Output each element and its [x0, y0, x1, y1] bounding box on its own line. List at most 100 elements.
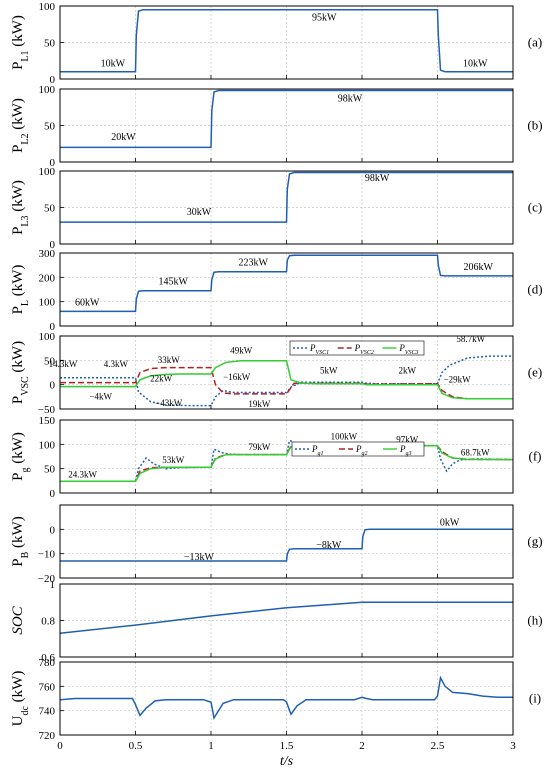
y-tick-label: −20: [38, 573, 56, 585]
y-axis-label: PL1 (kW): [10, 15, 31, 70]
data-label: 79kW: [248, 442, 271, 452]
x-tick-label: 1.5: [280, 740, 294, 752]
series-line-b-1: [60, 89, 513, 149]
data-label: 58.7kW: [456, 334, 485, 344]
data-label: 14.3kW: [49, 359, 78, 369]
panel-tag: (g): [527, 534, 542, 549]
y-tick-label: 50: [44, 38, 56, 50]
panel-tag: (f): [529, 449, 542, 464]
y-tick-label: 100: [39, 331, 56, 343]
data-label: 68.7kW: [461, 448, 490, 458]
x-tick-label: 0: [57, 740, 63, 752]
y-tick-label: 50: [44, 121, 56, 133]
panel-tag: (h): [527, 613, 542, 628]
y-tick-label: 100: [39, 1, 56, 13]
legend-box: [291, 441, 425, 457]
y-tick-label: 720: [39, 730, 56, 742]
y-tick-label: 780: [39, 657, 56, 669]
y-axis-label: Pg (kW): [10, 432, 31, 481]
legend-label: Pg1: [311, 444, 324, 457]
y-axis-label: PL2 (kW): [10, 98, 31, 153]
data-label: 2kW: [399, 365, 417, 375]
data-label: 24.3kW: [68, 469, 97, 479]
legend-label: Pg3: [399, 444, 412, 457]
y-tick-label: 50: [44, 355, 56, 367]
y-tick-label: 0: [50, 239, 56, 251]
series-line-e-2: [60, 366, 513, 400]
y-axis-label: Udc (kW): [10, 671, 31, 727]
y-tick-label: 0.8: [41, 616, 55, 628]
data-label: 98kW: [365, 173, 390, 184]
data-label: 4.3kW: [104, 359, 129, 369]
panel-tag: (c): [528, 200, 542, 215]
y-tick-label: 50: [44, 203, 56, 215]
series-line-f-3: [60, 443, 513, 482]
y-tick-label: 0: [50, 74, 56, 86]
panel-e: −50 0 50 100 PVSC (kW) (e) 14.3kW 4.3kW −4kW 33kW…: [10, 331, 542, 416]
x-tick-label: 1: [208, 740, 214, 752]
panel-g: −20 −10 0 PB (kW) (g) −13kW −8kW 0kW: [10, 504, 543, 585]
series-line-i-1: [60, 675, 513, 721]
data-label: −4kW: [89, 391, 112, 401]
data-label: 0kW: [440, 517, 460, 528]
y-tick-label: 740: [39, 706, 56, 718]
panel-f: 0 50 100 150 Pg (kW) (f) 24.3kW 53kW 79kW 100kW 97…: [10, 415, 542, 500]
legend-label: PVSC1: [309, 343, 329, 356]
data-label: 97kW: [396, 434, 419, 444]
legend: Pg1 Pg2 Pg3: [291, 441, 425, 457]
data-label: 10kW: [101, 59, 126, 70]
data-label: 223kW: [239, 258, 269, 269]
data-label: 95kW: [312, 13, 337, 24]
y-tick-label: 100: [39, 297, 56, 309]
panel-tag: (e): [528, 365, 542, 380]
legend: PVSC1 PVSC2 PVSC3: [289, 340, 425, 356]
series-line-c-1: [60, 171, 513, 223]
data-label: 206kW: [464, 262, 494, 273]
y-tick-label: 0.6: [41, 652, 55, 664]
data-label: −16kW: [223, 372, 251, 382]
y-axis-label: SOC: [10, 605, 26, 634]
data-label: −8kW: [316, 540, 342, 551]
data-label: 30kW: [187, 207, 212, 218]
y-tick-label: 0: [50, 488, 56, 500]
y-tick-label: 50: [44, 464, 56, 476]
data-label: 33kW: [158, 355, 181, 365]
y-tick-label: 1: [50, 579, 56, 591]
series-line-h-1: [60, 601, 513, 635]
data-label: 145kW: [159, 277, 189, 288]
panel-tag: (a): [528, 35, 542, 50]
panel-tag: (i): [529, 691, 541, 706]
y-tick-label: −50: [38, 404, 56, 416]
panel-tag: (d): [527, 282, 542, 297]
data-label: 49kW: [230, 346, 253, 356]
y-axis-label: PVSC (kW): [10, 341, 31, 404]
series-line-d-1: [60, 254, 513, 313]
data-label: 20kW: [111, 132, 136, 143]
y-tick-label: 100: [39, 166, 56, 178]
panel-i: 720 740 760 780 Udc (kW) (i): [10, 657, 541, 742]
data-label: 98kW: [338, 93, 363, 104]
data-label: 5kW: [320, 365, 338, 375]
y-tick-label: 0: [50, 157, 56, 169]
y-tick-label: 760: [39, 681, 56, 693]
y-tick-label: 100: [39, 84, 56, 96]
data-label: −43kW: [155, 398, 183, 408]
x-tick-label: 2: [359, 740, 365, 752]
y-tick-label: 0: [50, 524, 56, 536]
series-line-a-1: [60, 8, 513, 73]
series-line-e-3: [60, 360, 513, 400]
x-tick-label: 0.5: [129, 740, 143, 752]
panel-c: 0 50 100 PL3 (kW) (c) 30kW 98kW: [10, 166, 542, 251]
data-label: 10kW: [463, 59, 488, 70]
data-label: 53kW: [162, 455, 185, 465]
series-line-g-1: [60, 528, 513, 562]
data-label: −29kW: [444, 375, 472, 385]
legend-box: [289, 340, 425, 356]
data-label: −13kW: [184, 552, 215, 563]
panel-a: 0 50 100 PL1 (kW) (a) 10kW 95kW 10kW: [10, 1, 542, 86]
y-axis-label: PB (kW): [10, 516, 31, 566]
x-tick-label: 2.5: [431, 740, 445, 752]
panel-b: 0 50 100 PL2 (kW) (b) 20kW 98kW: [10, 84, 543, 169]
panel-h: 0.6 0.8 1 SOC (h): [10, 579, 543, 664]
data-label: 60kW: [75, 297, 100, 308]
